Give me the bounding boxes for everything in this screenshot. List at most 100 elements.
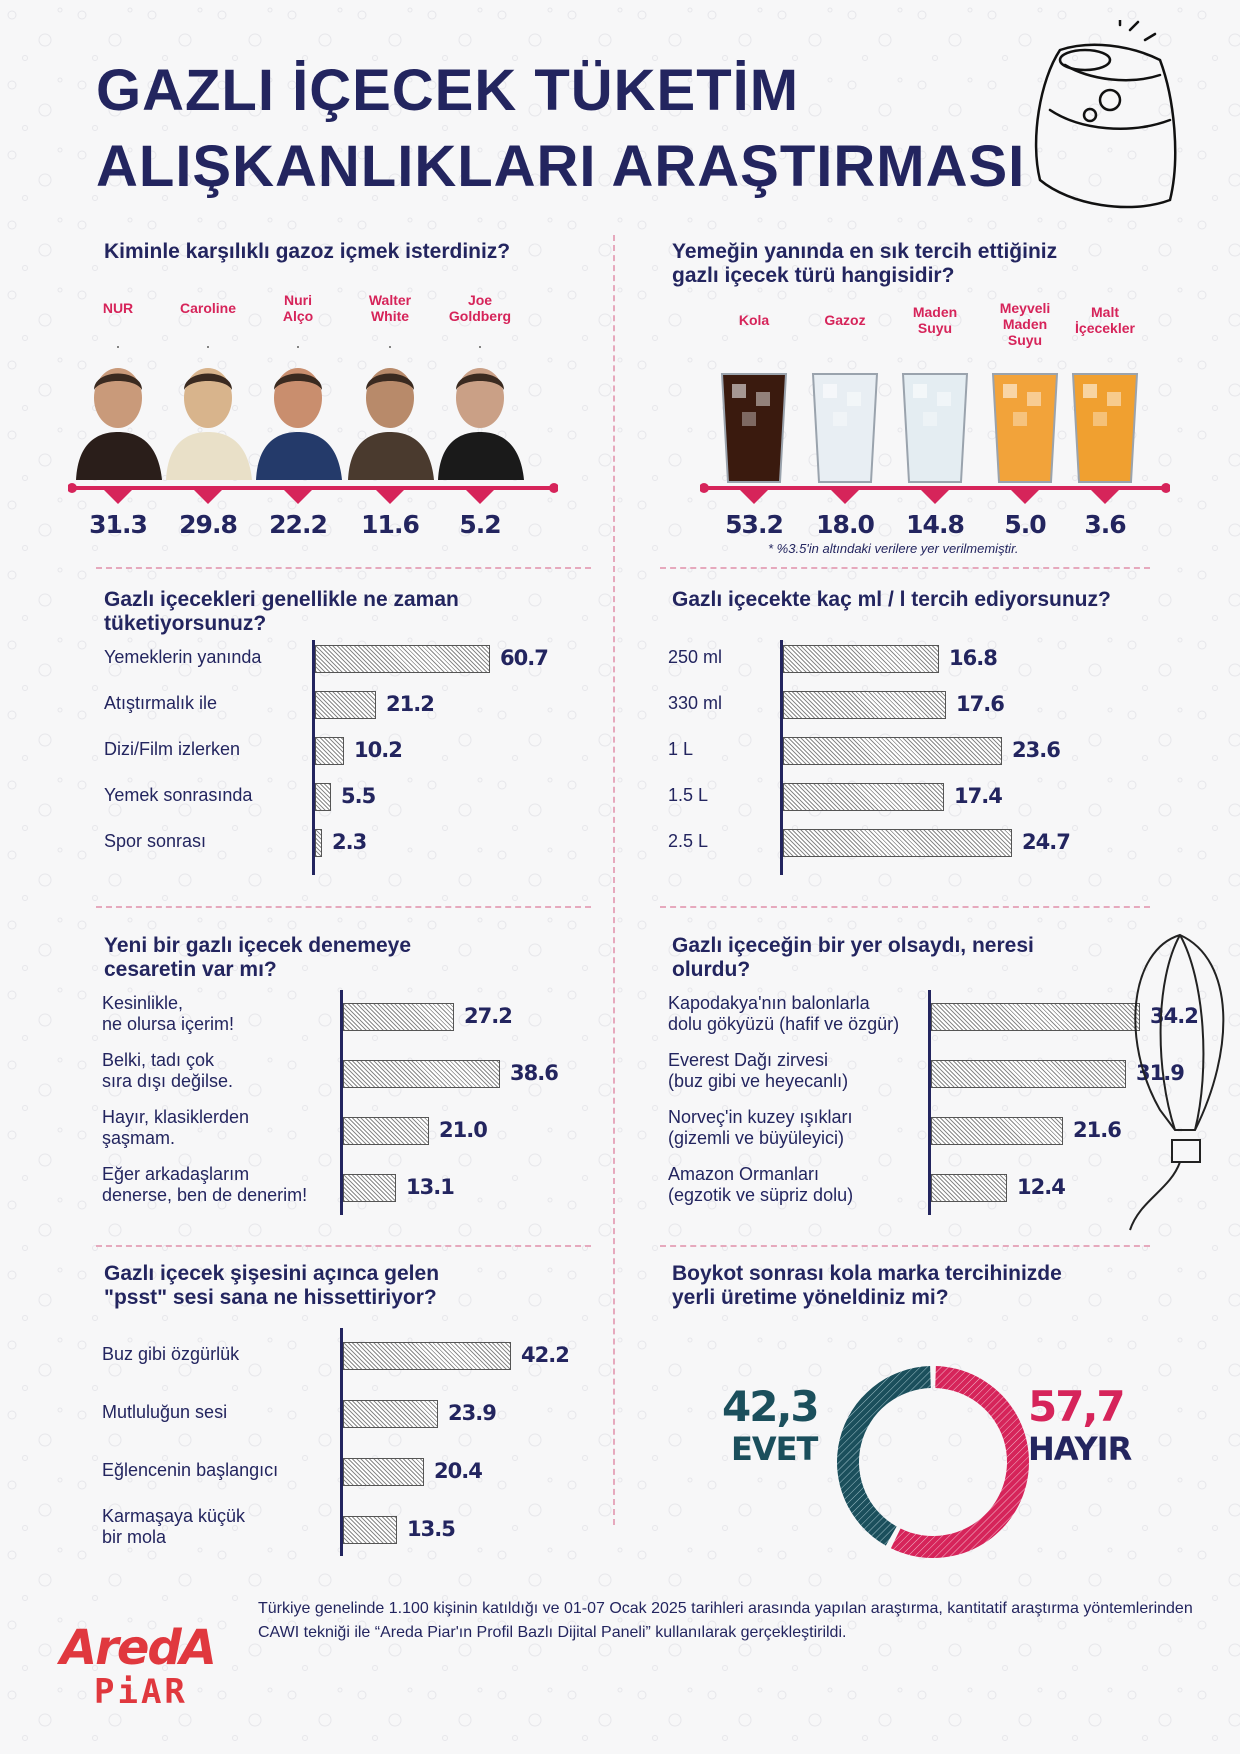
q2-value: 3.6 [1084,510,1126,539]
chart-category-label: Mutluluğun sesi [102,1402,228,1422]
chart-value-label: 24.7 [1022,830,1071,854]
chart-value-label: 42.2 [521,1343,570,1367]
q2-drink-glass [1071,373,1139,483]
chart-bar [931,1003,1140,1031]
chart-bar [931,1117,1063,1145]
chart-bar [783,737,1002,765]
q6-question-l1: Gazlı içeceğin bir yer olsaydı, neresi [672,934,1034,957]
q1-person-photo [76,346,162,480]
chart-category-label: 330 ml [668,693,723,713]
q2-drink-name: Gazoz [824,312,866,328]
chart-category-label: Yemeklerin yanında [104,647,262,667]
q1-person-photo [256,346,342,480]
vertical-divider [613,235,615,1525]
q1-person-photo [166,346,252,480]
chart-value-label: 34.2 [1150,1004,1199,1028]
chart-category-label: Yemek sonrasında [104,785,253,805]
chart-bar [783,691,946,719]
hayir-label: HAYIR [1028,1430,1132,1468]
divider-1-right [660,567,1150,569]
logo-bottom: PiAR [94,1672,188,1712]
q2-footnote: * %3.5'in altındaki verilere yer verilme… [768,541,1019,556]
chart-value-label: 21.6 [1073,1118,1122,1142]
page-title-line1: GAZLI İÇECEK TÜKETİM [96,58,800,123]
divider-3-right [660,1245,1150,1247]
q2-drink-glass [811,373,879,483]
q2-question-l1: Yemeğin yanında en sık tercih ettiğiniz [672,240,1058,263]
chart-category-label: 1 L [668,739,694,759]
chart-value-label: 13.1 [406,1175,455,1199]
chart-bar [343,1117,429,1145]
q8-question-l1: Boykot sonrası kola marka tercihinizde [672,1262,1062,1285]
q2-drink-glass [720,373,788,483]
q1-value: 5.2 [459,510,501,539]
q2-drink-name: Maden Suyu [912,304,958,336]
q1-value: 11.6 [361,510,420,539]
chart-category-label: Eğlencenin başlangıcı [102,1460,279,1480]
q1-person-name: Joe Goldberg [448,292,512,324]
divider-2-right [660,906,1150,908]
q7-question-l2: "psst" sesi sana ne hissettiriyor? [104,1286,437,1309]
divider-1-left [96,567,591,569]
chart-category-label: Karmaşaya küçük bir mola [102,1506,246,1547]
q1-person-name: Caroline [179,300,236,316]
q2-drink-name: Meyveli Maden Suyu [999,300,1051,348]
q1-timeline [68,483,558,504]
chart-bar [343,1400,438,1428]
chart-category-label: 2.5 L [668,831,709,851]
chart-bar [343,1458,424,1486]
chart-axis [340,990,343,1215]
chart-category-label: Hayır, klasiklerden şaşmam. [102,1107,250,1148]
chart-value-label: 21.0 [439,1118,488,1142]
soda-can-icon [1034,20,1177,209]
chart-value-label: 10.2 [354,738,403,762]
q1-value: 22.2 [269,510,328,539]
q2-drink-glass [991,373,1059,483]
chart-category-label: Amazon Ormanları (egzotik ve süpriz dolu) [668,1164,854,1205]
chart-category-label: 250 ml [668,647,723,667]
chart-category-label: Buz gibi özgürlük [102,1344,240,1364]
chart-category-label: Everest Dağı zirvesi (buz gibi ve heyecan… [668,1050,849,1091]
chart-bar [783,645,939,673]
chart-category-label: Spor sonrası [104,831,207,851]
q2-drink-name: Kola [738,312,770,328]
areda-logo: AredA PiAR [60,1620,240,1712]
chart-value-label: 27.2 [464,1004,513,1028]
chart-bar [343,1516,397,1544]
chart-bar [783,783,944,811]
chart-value-label: 21.2 [386,692,435,716]
chart-bar [343,1174,396,1202]
q1-person-name: NUR [102,300,134,316]
divider-2-left [96,906,591,908]
donut-slice-hayir [890,1366,1029,1558]
q6-question-l2: olurdu? [672,958,751,981]
chart-value-label: 17.6 [956,692,1005,716]
q2-question-l2: gazlı içecek türü hangisidir? [672,264,955,287]
q2-value: 18.0 [816,510,875,539]
evet-label: EVET [731,1430,818,1468]
q1-value: 29.8 [179,510,238,539]
chart-axis [312,640,315,875]
chart-category-label: Eğer arkadaşlarım denerse, ben de denerim… [102,1164,308,1205]
chart-bar [343,1342,511,1370]
chart-bar [343,1003,454,1031]
chart-category-label: Kapodakya'nın balonlarla dolu gökyüzü (ha… [668,993,900,1034]
evet-value: 42,3 [722,1382,820,1431]
q1-person-name: Nuri Alço [282,292,314,324]
chart-value-label: 23.6 [1012,738,1061,762]
chart-category-label: Atıştırmalık ile [104,693,218,713]
chart-bar [315,691,376,719]
chart-category-label: Kesinlikle, ne olursa içerim! [102,993,235,1034]
chart-axis [780,640,783,875]
logo-top: AredA [60,1620,217,1676]
q1-person-photo [348,346,434,480]
q3-question-l2: tüketiyorsunuz? [104,612,267,635]
chart-value-label: 16.8 [949,646,998,670]
chart-value-label: 23.9 [448,1401,497,1425]
chart-bar [931,1060,1126,1088]
q2-drink-name: Malt İçecekler [1075,304,1135,336]
chart-category-label: Belki, tadı çok sıra dışı değilse. [102,1050,234,1091]
q4-question: Gazlı içecekte kaç ml / l tercih ediyors… [672,588,1111,611]
q2-value: 5.0 [1004,510,1046,539]
